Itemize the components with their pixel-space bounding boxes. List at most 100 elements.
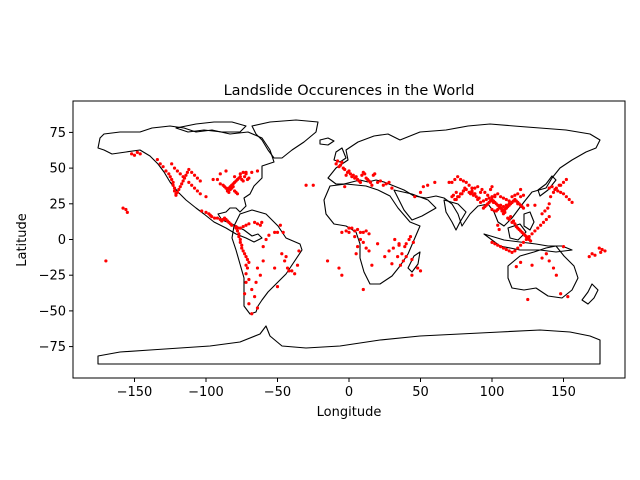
landslide-point bbox=[519, 187, 523, 192]
landslide-point bbox=[238, 175, 242, 179]
landslide-point bbox=[529, 239, 533, 243]
landslide-point bbox=[501, 246, 506, 250]
landslide-point bbox=[230, 223, 234, 227]
landslide-point bbox=[503, 210, 507, 214]
landslide-point bbox=[378, 179, 383, 183]
chart-title: Landslide Occurences in the World bbox=[224, 83, 475, 99]
landslide-point bbox=[241, 225, 245, 229]
landslide-point bbox=[253, 295, 257, 299]
landslide-point bbox=[536, 226, 540, 230]
landslide-point bbox=[195, 189, 200, 193]
landslide-point bbox=[396, 255, 400, 259]
south-america-outline bbox=[231, 209, 303, 315]
landslide-point bbox=[198, 192, 202, 196]
landslide-point bbox=[258, 223, 262, 227]
landslide-point bbox=[138, 152, 142, 156]
landslide-point bbox=[470, 190, 474, 194]
landslide-point bbox=[554, 273, 558, 277]
landslide-point bbox=[273, 266, 277, 270]
landslide-point bbox=[504, 197, 508, 202]
landslide-point bbox=[287, 269, 291, 273]
landslide-point bbox=[355, 245, 360, 249]
landslide-point bbox=[510, 195, 514, 199]
landslide-point bbox=[410, 257, 414, 262]
landslide-point bbox=[254, 280, 258, 284]
landslide-point bbox=[181, 179, 185, 183]
landslide-point bbox=[338, 163, 343, 167]
landslide-point bbox=[398, 263, 403, 267]
landslide-point bbox=[195, 176, 200, 180]
landslide-point bbox=[187, 180, 191, 184]
landslide-point bbox=[474, 195, 478, 199]
landslide-point bbox=[403, 245, 407, 249]
landslide-point bbox=[215, 177, 220, 182]
landslide-point bbox=[283, 259, 287, 263]
indonesia-outline bbox=[483, 233, 573, 253]
landslide-point bbox=[351, 173, 355, 177]
landslide-point bbox=[390, 186, 394, 190]
landslide-point bbox=[261, 259, 265, 263]
landslide-point bbox=[255, 266, 260, 270]
landslide-point bbox=[353, 229, 357, 233]
landslide-point bbox=[473, 192, 477, 196]
landslide-point bbox=[507, 249, 511, 253]
y-tick-label: 0 bbox=[58, 233, 66, 248]
landslide-point bbox=[297, 249, 301, 253]
landslide-point bbox=[361, 230, 365, 234]
landslide-point bbox=[544, 252, 548, 256]
landslide-point bbox=[559, 183, 563, 187]
x-tick-label: −50 bbox=[264, 385, 291, 400]
landslide-point bbox=[340, 230, 344, 234]
landslide-point bbox=[487, 196, 491, 200]
landslide-point bbox=[381, 183, 385, 187]
landslide-point bbox=[460, 192, 464, 196]
landslide-point bbox=[391, 246, 395, 250]
landslide-point bbox=[458, 177, 463, 182]
landslide-point bbox=[215, 216, 220, 220]
landslide-point bbox=[238, 240, 242, 244]
landslide-point bbox=[175, 190, 179, 194]
landslide-point bbox=[267, 233, 271, 237]
landslide-point bbox=[456, 175, 460, 179]
landslide-point bbox=[334, 162, 338, 166]
landslide-point bbox=[497, 227, 501, 232]
landslide-point bbox=[418, 190, 423, 194]
landslide-point bbox=[241, 249, 245, 253]
landslide-point bbox=[168, 175, 172, 179]
landslide-point bbox=[167, 172, 171, 176]
y-tick-label: 50 bbox=[49, 162, 66, 177]
landslide-point bbox=[498, 203, 503, 207]
landslide-point bbox=[451, 193, 455, 197]
landslide-point bbox=[243, 252, 247, 256]
landslide-point bbox=[493, 195, 497, 199]
landslide-point bbox=[521, 206, 526, 210]
x-tick-label: −150 bbox=[117, 385, 153, 400]
landslide-point bbox=[454, 197, 458, 202]
landslide-point bbox=[481, 199, 486, 203]
landslide-point bbox=[347, 169, 351, 173]
landslide-point bbox=[521, 193, 526, 197]
landslide-point bbox=[570, 200, 574, 204]
landslide-point bbox=[486, 193, 490, 197]
landslide-point bbox=[513, 249, 517, 253]
landslide-point bbox=[373, 172, 377, 176]
landslide-point bbox=[275, 285, 280, 289]
landslide-point bbox=[464, 180, 468, 184]
landslide-point bbox=[501, 196, 506, 200]
landslide-point bbox=[237, 235, 241, 239]
landslide-point bbox=[387, 180, 391, 184]
landslide-point bbox=[376, 180, 380, 184]
plot-area-frame bbox=[72, 100, 626, 379]
landslide-point bbox=[192, 173, 197, 177]
landslide-point bbox=[240, 246, 244, 250]
landslide-point bbox=[387, 249, 391, 253]
landslide-point bbox=[184, 173, 188, 177]
landslide-point bbox=[347, 230, 351, 234]
africa-outline bbox=[323, 183, 421, 285]
landslide-point bbox=[243, 292, 247, 296]
landslide-point bbox=[253, 220, 257, 224]
landslide-point bbox=[293, 272, 297, 276]
landslide-point bbox=[358, 180, 363, 184]
landslide-point bbox=[519, 260, 523, 264]
landslide-point bbox=[244, 170, 248, 174]
